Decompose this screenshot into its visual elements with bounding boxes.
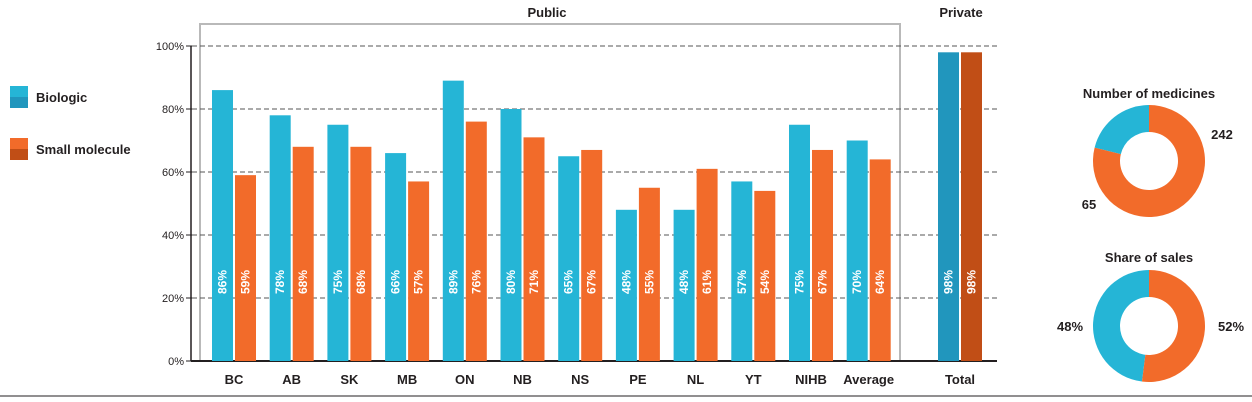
legend-item-biologic: Biologic xyxy=(10,86,131,108)
x-tick-label-ns: NS xyxy=(571,372,589,387)
bar-label-biologic-yt: 57% xyxy=(735,270,749,294)
legend: Biologic Small molecule xyxy=(10,86,131,190)
bar-label-biologic-bc: 86% xyxy=(216,270,230,294)
x-tick-label-ab: AB xyxy=(282,372,301,387)
bar-label-biologic-total: 98% xyxy=(942,270,956,294)
bar-small-molecule-total xyxy=(961,52,982,362)
number-of-medicines-slice-small-molecule xyxy=(1093,105,1205,217)
bar-biologic-total xyxy=(938,52,959,362)
x-tick-label-average: Average xyxy=(843,372,894,387)
share-of-sales-slice-biologic xyxy=(1093,270,1149,382)
bar-biologic-ab xyxy=(269,115,291,361)
legend-label-biologic: Biologic xyxy=(36,89,88,105)
bar-label-small-molecule-average: 64% xyxy=(873,270,887,294)
x-tick-label-nb: NB xyxy=(513,372,532,387)
bar-label-small-molecule-ns: 67% xyxy=(585,270,599,294)
bar-small-molecule-bc xyxy=(235,175,256,361)
x-tick-label-on: ON xyxy=(455,372,475,387)
bar-label-biologic-nl: 48% xyxy=(677,270,691,294)
x-tick-label-total: Total xyxy=(945,372,975,387)
number-of-medicines-label-biologic: 65 xyxy=(1082,197,1096,212)
y-tick-label: 0% xyxy=(168,356,184,368)
share-of-sales-label-small-molecule: 52% xyxy=(1218,319,1244,334)
number-of-medicines-label-small-molecule: 242 xyxy=(1211,127,1233,142)
share-of-sales-slice-small-molecule xyxy=(1141,270,1206,382)
bar-small-molecule-nb xyxy=(523,137,545,361)
x-tick-label-nl: NL xyxy=(687,372,704,387)
bar-small-molecule-ab xyxy=(292,146,314,361)
y-tick-label: 40% xyxy=(162,230,184,242)
bar-small-molecule-sk xyxy=(350,146,372,361)
bar-label-small-molecule-nl: 61% xyxy=(700,270,714,294)
bar-label-biologic-sk: 75% xyxy=(331,270,345,294)
x-tick-label-bc: BC xyxy=(225,372,244,387)
bar-biologic-pe xyxy=(615,209,637,361)
bar-biologic-bc xyxy=(212,90,233,361)
share-of-sales-title: Share of sales xyxy=(1105,250,1193,265)
bar-label-small-molecule-ab: 68% xyxy=(296,270,310,294)
bar-small-molecule-on xyxy=(465,121,487,361)
bar-label-biologic-nihb: 75% xyxy=(793,270,807,294)
bar-label-biologic-on: 89% xyxy=(446,270,460,294)
bar-biologic-nihb xyxy=(789,124,810,361)
bar-biologic-ns xyxy=(558,156,580,361)
bar-label-small-molecule-bc: 59% xyxy=(239,270,253,294)
public-title: Public xyxy=(527,5,566,20)
bar-label-small-molecule-yt: 54% xyxy=(758,270,772,294)
bar-small-molecule-pe xyxy=(638,187,660,361)
x-tick-label-nihb: NIHB xyxy=(795,372,827,387)
bar-label-small-molecule-sk: 68% xyxy=(354,270,368,294)
bar-small-molecule-mb xyxy=(408,181,430,361)
bar-label-biologic-mb: 66% xyxy=(389,270,403,294)
x-tick-label-mb: MB xyxy=(397,372,417,387)
private-title: Private xyxy=(939,5,982,20)
legend-label-small-molecule: Small molecule xyxy=(36,141,131,157)
bar-small-molecule-average xyxy=(869,159,891,361)
y-tick-label: 100% xyxy=(156,41,184,53)
bar-biologic-yt xyxy=(731,181,753,361)
bar-biologic-average xyxy=(846,140,868,361)
bar-label-biologic-average: 70% xyxy=(850,270,864,294)
y-tick-label: 80% xyxy=(162,104,184,116)
bar-label-biologic-ab: 78% xyxy=(273,270,287,294)
y-tick-label: 60% xyxy=(162,167,184,179)
bar-label-small-molecule-pe: 55% xyxy=(642,270,656,294)
bar-label-small-molecule-on: 76% xyxy=(469,270,483,294)
bar-biologic-on xyxy=(442,80,464,362)
number-of-medicines-slice-biologic xyxy=(1094,105,1149,155)
legend-item-small-molecule: Small molecule xyxy=(10,138,131,160)
number-of-medicines-title: Number of medicines xyxy=(1083,86,1215,101)
bar-small-molecule-ns xyxy=(581,149,603,361)
legend-swatch-biologic xyxy=(10,86,28,108)
bar-biologic-nb xyxy=(500,109,522,361)
bar-label-small-molecule-total: 98% xyxy=(965,270,979,294)
bar-small-molecule-yt xyxy=(754,190,776,361)
bar-label-biologic-pe: 48% xyxy=(619,270,633,294)
bar-label-biologic-nb: 80% xyxy=(504,270,518,294)
bar-small-molecule-nihb xyxy=(812,149,833,361)
bar-label-small-molecule-mb: 57% xyxy=(412,270,426,294)
x-tick-label-sk: SK xyxy=(340,372,359,387)
bar-small-molecule-nl xyxy=(696,168,718,361)
legend-swatch-small-molecule xyxy=(10,138,28,160)
share-of-sales-label-biologic: 48% xyxy=(1057,319,1083,334)
bar-biologic-sk xyxy=(327,124,349,361)
bar-biologic-mb xyxy=(385,153,407,361)
x-tick-label-pe: PE xyxy=(629,372,647,387)
bar-biologic-nl xyxy=(673,209,695,361)
bar-label-biologic-ns: 65% xyxy=(562,270,576,294)
bar-label-small-molecule-nb: 71% xyxy=(527,270,541,294)
x-tick-label-yt: YT xyxy=(745,372,762,387)
y-tick-label: 20% xyxy=(162,293,184,305)
bar-label-small-molecule-nihb: 67% xyxy=(816,270,830,294)
